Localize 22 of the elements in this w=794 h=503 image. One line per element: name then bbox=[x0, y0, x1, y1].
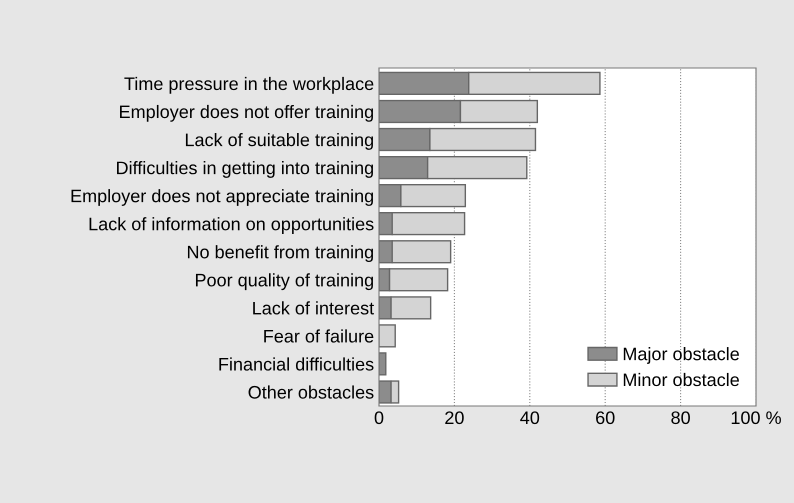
y-tick-label: Employer does not appreciate training bbox=[72, 189, 373, 206]
legend-label: Minor obstacle bbox=[624, 372, 739, 386]
y-tick-label: Fear of failure bbox=[264, 329, 374, 343]
bar bbox=[379, 352, 386, 376]
y-tick-label: Difficulties in getting into training bbox=[117, 161, 373, 178]
y-tick-label: Lack of suitable training bbox=[186, 132, 373, 150]
x-tick-label: 60 bbox=[596, 411, 615, 424]
y-tick-label: Other obstacles bbox=[248, 385, 374, 399]
x-tick-label: 0 bbox=[374, 411, 384, 424]
x-tick-label: 20 bbox=[445, 411, 464, 424]
y-tick-label: Financial difficulties bbox=[219, 357, 374, 371]
x-tick-label: 100 % bbox=[732, 411, 781, 424]
x-tick-label: 80 bbox=[671, 411, 690, 424]
legend-label: Major obstacle bbox=[624, 347, 739, 364]
x-tick-label: 40 bbox=[520, 411, 540, 424]
y-tick-label: Lack of interest bbox=[253, 301, 374, 315]
bar bbox=[379, 324, 396, 348]
y-tick-label: Lack of information on opportunities bbox=[90, 217, 374, 234]
y-tick-label: Time pressure in the workplace bbox=[124, 76, 374, 94]
y-tick-label: Employer does not offer training bbox=[120, 104, 373, 122]
y-tick-label: No benefit from training bbox=[188, 245, 373, 262]
y-tick-label: Poor quality of training bbox=[196, 273, 373, 290]
